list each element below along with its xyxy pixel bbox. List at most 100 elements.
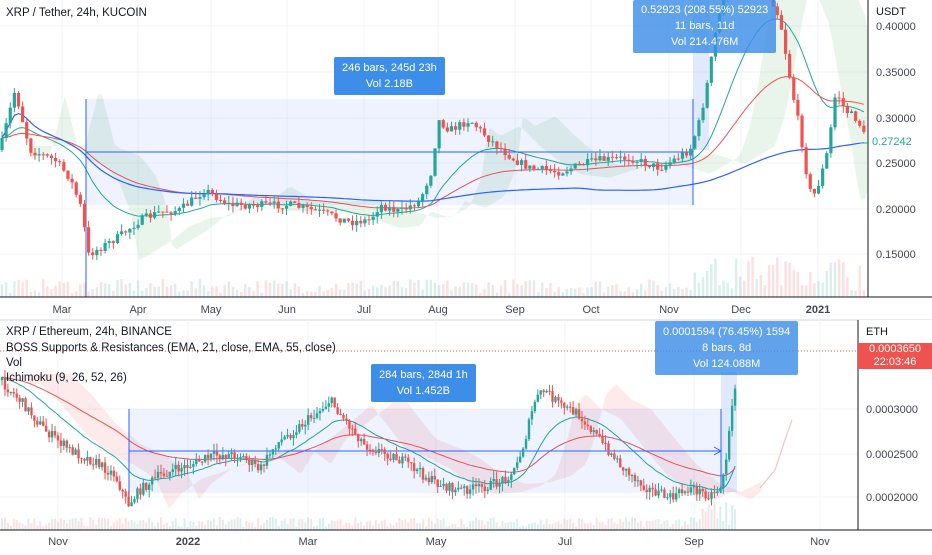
bottom-volume-bar-217 — [639, 520, 642, 530]
bottom-candle-33 — [97, 458, 101, 468]
top-volume-bar-108 — [446, 280, 449, 297]
bottom-candle-118 — [348, 420, 351, 429]
bottom-candle-232 — [683, 491, 687, 494]
top-candle-145 — [598, 156, 602, 161]
top-candle-32 — [132, 227, 136, 229]
bottom-volume-bar-5 — [15, 520, 18, 530]
top-volume-bar-13 — [54, 285, 57, 297]
top-volume-bar-173 — [714, 258, 717, 297]
bottom-candle-190 — [560, 400, 563, 403]
bottom-volume-bar-200 — [589, 522, 592, 530]
bottom-candle-225 — [663, 489, 666, 498]
bottom-x-tick-0: Nov — [48, 536, 68, 548]
bottom-volume-bar-224 — [660, 524, 663, 530]
bottom-candle-107 — [315, 413, 319, 418]
bottom-candle-40 — [118, 481, 121, 490]
bottom-candle-142 — [418, 468, 422, 470]
bottom-ichimoku-lead-span — [759, 419, 793, 489]
bottom-candle-60 — [177, 464, 180, 472]
top-volume-bar-206 — [850, 290, 853, 297]
top-volume-bar-79 — [326, 289, 329, 297]
top-volume-bar-40 — [165, 286, 169, 297]
top-volume-bar-150 — [619, 291, 622, 297]
bottom-candle-20 — [59, 440, 63, 446]
bottom-volume-bar-173 — [510, 521, 513, 530]
top-candle-76 — [313, 209, 318, 211]
bottom-volume-bar-235 — [692, 517, 695, 530]
bottom-candle-104 — [306, 415, 310, 425]
top-candle-113 — [466, 123, 470, 127]
top-volume-bar-110 — [454, 286, 457, 297]
bottom-volume-bar-9 — [27, 518, 30, 530]
bottom-candle-170 — [501, 477, 504, 484]
top-volume-bar-125 — [516, 283, 519, 297]
bottom-volume-bar-110 — [324, 526, 327, 530]
bottom-measure-breakout-line1: 0.0001594 (76.45%) 1594 — [663, 326, 791, 338]
bottom-volume-bar-64 — [189, 521, 192, 530]
top-candle-195 — [804, 147, 808, 175]
bottom-candle-223 — [657, 490, 660, 496]
bottom-volume-bar-210 — [619, 518, 622, 530]
top-volume-bar-59 — [244, 284, 247, 297]
top-volume-bar-100 — [413, 282, 416, 297]
bottom-volume-bar-16 — [48, 522, 51, 530]
bottom-volume-bar-58 — [171, 520, 174, 530]
indicator-vol[interactable]: Vol — [6, 357, 22, 369]
bottom-volume-bar-68 — [201, 521, 204, 530]
top-candle-38 — [157, 211, 161, 213]
bottom-candle-124 — [365, 444, 369, 450]
bottom-candle-18 — [53, 430, 57, 436]
bottom-volume-bar-147 — [433, 523, 436, 530]
top-volume-bar-203 — [837, 259, 841, 297]
bottom-candle-140 — [412, 463, 416, 472]
bottom-candle-211 — [621, 467, 625, 471]
bottom-candle-224 — [660, 489, 663, 491]
bottom-x-tick-6: Nov — [810, 536, 830, 548]
bottom-candle-200 — [589, 426, 592, 433]
top-long-ma-line — [1, 112, 864, 202]
top-candle-141 — [581, 164, 586, 166]
bottom-candle-131 — [386, 453, 389, 459]
bottom-candle-0 — [0, 377, 4, 380]
top-volume-bar-56 — [231, 286, 235, 297]
bottom-measure-bubble-breakout: 0.0001594 (76.45%) 1594 8 bars, 8d Vol 1… — [655, 321, 799, 375]
bottom-volume-bar-102 — [301, 519, 304, 530]
bottom-candle-11 — [33, 415, 36, 421]
indicator-ichimoku[interactable]: Ichimoku (9, 26, 52, 26) — [6, 372, 127, 384]
top-volume-bar-62 — [256, 281, 259, 297]
top-volume-bar-159 — [656, 285, 659, 297]
top-volume-bar-134 — [553, 291, 556, 297]
bottom-candle-169 — [498, 483, 501, 487]
top-candle-155 — [639, 159, 643, 163]
top-candle-172 — [709, 56, 713, 83]
bottom-x-tick-1: 2022 — [176, 536, 200, 548]
top-candle-67 — [276, 201, 280, 209]
top-volume-bar-77 — [318, 285, 321, 297]
top-volume-bar-19 — [79, 284, 82, 297]
top-volume-bar-73 — [301, 292, 305, 297]
bottom-volume-bar-95 — [280, 520, 283, 530]
top-volume-bar-41 — [169, 285, 173, 297]
top-y-tick-1: 0.35000 — [876, 67, 916, 79]
bottom-volume-bar-232 — [684, 521, 687, 530]
bottom-candle-76 — [224, 455, 227, 459]
indicator-boss[interactable]: BOSS Supports & Resistances (EMA, 21, cl… — [6, 342, 336, 354]
bottom-candle-13 — [39, 421, 42, 425]
top-volume-bar-99 — [409, 279, 412, 297]
bottom-candle-2 — [6, 389, 10, 393]
bottom-candle-38 — [112, 470, 116, 477]
top-candle-5 — [21, 106, 25, 123]
bottom-candle-182 — [536, 394, 540, 402]
bottom-volume-bar-189 — [557, 521, 560, 530]
bottom-volume-bar-59 — [174, 518, 177, 530]
bottom-volume-bar-27 — [80, 518, 83, 530]
bottom-candle-63 — [186, 465, 189, 468]
top-candle-206 — [849, 111, 854, 114]
bottom-volume-bar-41 — [121, 523, 124, 530]
bottom-ichimoku-cloud — [28, 374, 762, 509]
top-volume-bar-26 — [108, 284, 111, 297]
top-volume-bar-12 — [50, 289, 53, 297]
top-candle-193 — [796, 99, 800, 116]
